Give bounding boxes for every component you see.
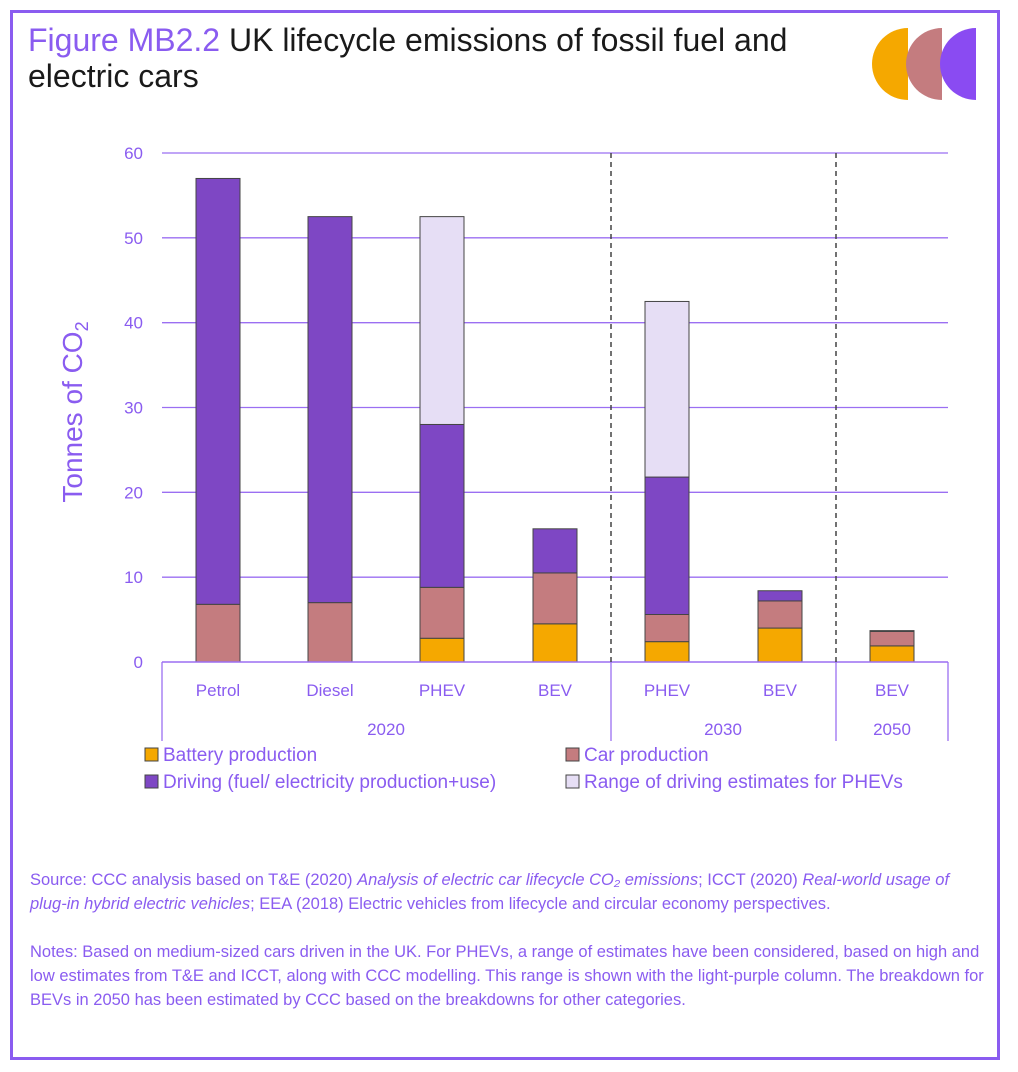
y-tick-label: 0 (134, 653, 143, 672)
legend-swatch-battery (144, 747, 159, 762)
bar-battery (532, 623, 578, 663)
y-tick-label: 10 (124, 568, 143, 587)
bar-battery (644, 641, 690, 663)
x-tick-label: PHEV (419, 681, 466, 700)
y-tick-label: 40 (124, 314, 143, 333)
y-tick-label: 60 (124, 144, 143, 163)
group-label-2020: 2020 (367, 720, 405, 739)
bar-car (195, 603, 241, 663)
legend-label-range: Range of driving estimates for PHEVs (584, 772, 903, 793)
figure-frame (10, 10, 1000, 1060)
y-tick-label: 30 (124, 399, 143, 418)
legend-swatch-car (565, 747, 580, 762)
figure-title-text: UK lifecycle emissions of fossil fuel an… (28, 22, 788, 94)
source-prefix: Source: CCC analysis based on T&E (2020) (30, 871, 358, 889)
x-tick-label: BEV (538, 681, 573, 700)
ccc-logo-icon (872, 28, 976, 100)
source-ref2-title: Real-world usage of plug-in hybrid elect… (30, 871, 950, 913)
bar-battery (757, 627, 803, 663)
x-tick-label: BEV (875, 681, 910, 700)
y-tick-label: 50 (124, 229, 143, 248)
bar-car (644, 613, 690, 643)
bar-car (532, 572, 578, 625)
legend-label-driving: Driving (fuel/ electricity production+us… (163, 772, 496, 793)
legend-swatch-driving (144, 774, 159, 789)
bar-range (644, 300, 690, 478)
x-tick-label: Petrol (196, 681, 240, 700)
legend-label-battery: Battery production (163, 745, 317, 766)
x-tick-label: PHEV (644, 681, 691, 700)
source-ref1-title: Analysis of electric car lifecycle CO₂ e… (357, 871, 699, 889)
bar-driving (307, 216, 353, 604)
bar-battery (419, 637, 465, 663)
notes-text: Notes: Based on medium-sized cars driven… (30, 943, 984, 1009)
bar-driving (869, 630, 915, 632)
legend-label-car: Car production (584, 745, 709, 766)
bar-car (869, 630, 915, 647)
bar-driving (532, 528, 578, 574)
figure-label: Figure MB2.2 (28, 22, 221, 58)
bar-driving (644, 476, 690, 615)
y-axis-label: Tonnes of CO2 (57, 321, 92, 502)
bar-battery (869, 645, 915, 663)
x-tick-label: BEV (763, 681, 798, 700)
bar-driving (419, 423, 465, 588)
x-tick-label: Diesel (306, 681, 353, 700)
bar-car (307, 602, 353, 663)
bar-range (419, 216, 465, 425)
legend-swatch-range (565, 774, 580, 789)
figure-title: Figure MB2.2 UK lifecycle emissions of f… (28, 22, 848, 94)
bar-driving (757, 590, 803, 602)
source-note: Source: CCC analysis based on T&E (2020)… (30, 868, 990, 916)
source-mid: ; ICCT (2020) (698, 871, 803, 889)
group-label-2030: 2030 (704, 720, 742, 739)
source-suffix: ; EEA (2018) Electric vehicles from life… (250, 895, 831, 913)
bar-car (419, 586, 465, 639)
y-tick-label: 20 (124, 483, 143, 502)
bar-driving (195, 177, 241, 605)
group-label-2050: 2050 (873, 720, 911, 739)
bar-car (757, 600, 803, 629)
